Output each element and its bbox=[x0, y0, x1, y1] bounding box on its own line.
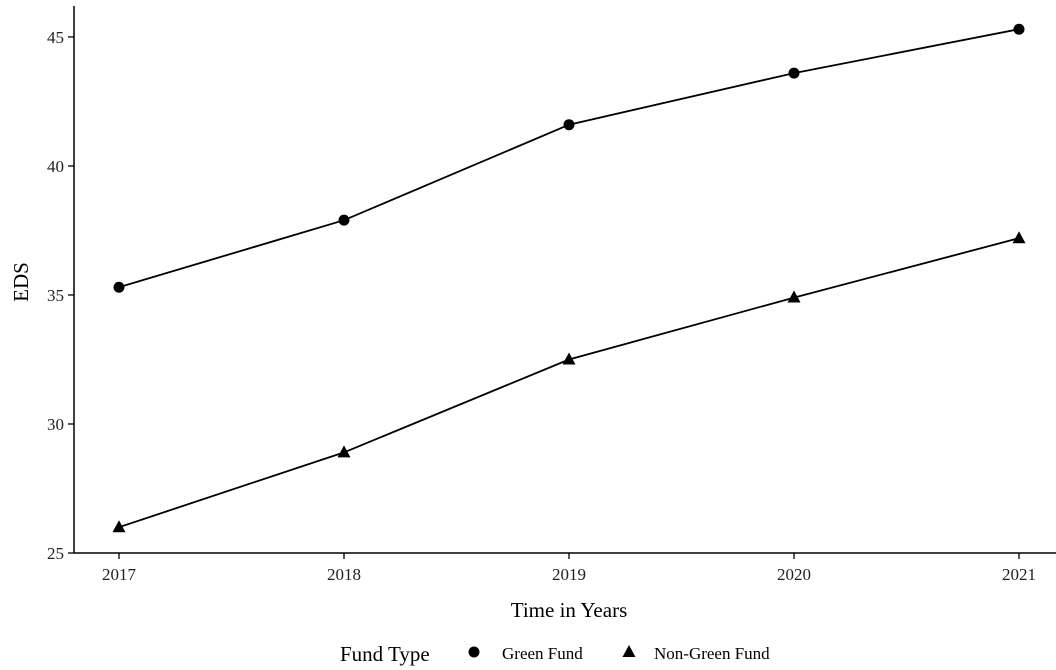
x-tick-label: 2019 bbox=[552, 565, 586, 584]
y-tick-label: 30 bbox=[47, 415, 64, 434]
x-tick-label: 2021 bbox=[1002, 565, 1036, 584]
series-line-non-green-fund bbox=[118, 237, 1020, 529]
data-point-non-green-fund bbox=[562, 352, 576, 365]
series-lines bbox=[118, 28, 1020, 529]
y-axis-ticks: 25 30 35 40 45 bbox=[47, 28, 74, 563]
data-point-green-fund bbox=[113, 281, 125, 293]
legend-marker-green-fund bbox=[468, 646, 480, 658]
x-axis-ticks: 2017 2018 2019 2020 2021 bbox=[102, 553, 1036, 584]
legend-label-green-fund: Green Fund bbox=[502, 644, 583, 663]
data-point-green-fund bbox=[788, 67, 800, 79]
series-markers bbox=[112, 23, 1026, 533]
data-point-green-fund bbox=[338, 214, 350, 226]
x-tick-label: 2020 bbox=[777, 565, 811, 584]
x-tick-label: 2018 bbox=[327, 565, 361, 584]
data-point-non-green-fund bbox=[337, 445, 351, 458]
legend-label-non-green-fund: Non-Green Fund bbox=[654, 644, 770, 663]
y-tick-label: 35 bbox=[47, 286, 64, 305]
y-tick-label: 45 bbox=[47, 28, 64, 47]
data-point-non-green-fund bbox=[787, 290, 801, 303]
data-point-non-green-fund bbox=[1012, 231, 1026, 244]
y-tick-label: 25 bbox=[47, 544, 64, 563]
data-point-non-green-fund bbox=[112, 520, 126, 533]
y-axis-title: EDS bbox=[9, 262, 33, 302]
data-point-green-fund bbox=[1013, 23, 1025, 35]
legend: Fund Type Green Fund Non-Green Fund bbox=[340, 642, 770, 666]
legend-title: Fund Type bbox=[340, 642, 430, 666]
series-line-green-fund bbox=[118, 28, 1020, 289]
legend-marker-non-green-fund bbox=[622, 645, 636, 657]
y-tick-label: 40 bbox=[47, 157, 64, 176]
x-tick-label: 2017 bbox=[102, 565, 137, 584]
data-point-green-fund bbox=[563, 119, 575, 131]
x-axis-title: Time in Years bbox=[511, 598, 628, 622]
